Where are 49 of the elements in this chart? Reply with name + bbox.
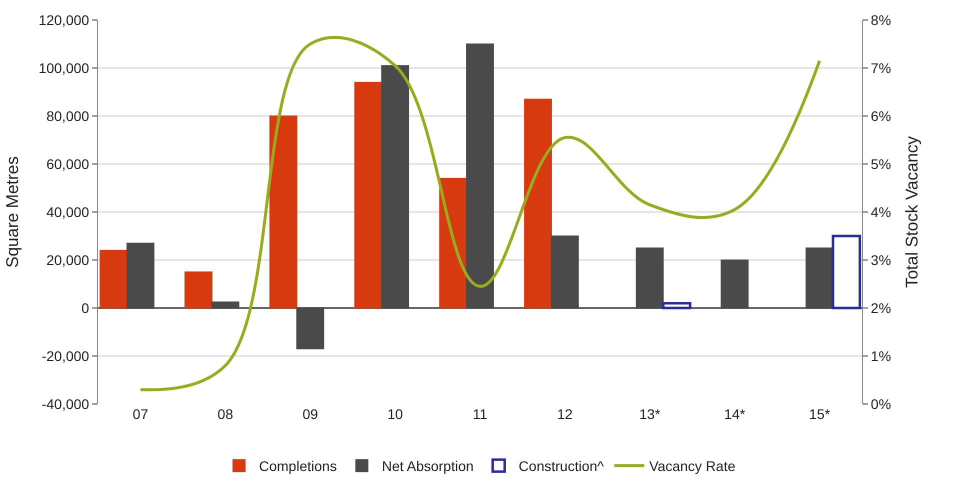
- y-tick-label: 120,000: [38, 12, 90, 28]
- x-tick-label: 08: [218, 406, 234, 422]
- bar: [550, 236, 579, 308]
- x-tick-label: 15*: [809, 406, 831, 422]
- bar: [524, 98, 552, 308]
- legend-label: Net Absorption: [382, 458, 474, 474]
- y2-tick-label: 4%: [870, 204, 892, 220]
- bar: [269, 116, 298, 308]
- y2-tick-label: 8%: [870, 12, 892, 28]
- y2-tick-label: 1%: [870, 348, 892, 364]
- x-tick-label: 10: [387, 406, 404, 422]
- y-tick-label: 40,000: [46, 204, 90, 220]
- y-tick-label: -40,000: [42, 396, 90, 412]
- bar: [466, 44, 494, 308]
- legend-label: Completions: [259, 458, 337, 474]
- y-axis-title: Square Metres: [3, 156, 22, 268]
- bar: [296, 308, 324, 350]
- bar: [126, 242, 154, 308]
- y2-tick-label: 3%: [870, 252, 892, 268]
- y2-tick-label: 0%: [870, 396, 892, 412]
- bar: [381, 65, 410, 308]
- y-tick-label: 20,000: [46, 252, 90, 268]
- bar: [100, 250, 128, 308]
- y2-axis-title: Total Stock Vacancy: [902, 136, 922, 288]
- y-tick-label: 80,000: [46, 108, 90, 124]
- x-tick-label: 14*: [724, 406, 746, 422]
- x-tick-label: 09: [302, 406, 318, 422]
- y2-tick-label: 6%: [870, 108, 892, 124]
- y2-tick-label: 7%: [870, 60, 892, 76]
- bar: [354, 82, 382, 308]
- bar: [662, 302, 692, 310]
- bar: [720, 260, 749, 308]
- y-tick-label: 0: [81, 300, 90, 316]
- bar: [636, 248, 664, 308]
- y-tick-label: 100,000: [38, 60, 90, 76]
- x-tick-label: 11: [472, 406, 488, 422]
- bar: [211, 302, 240, 308]
- bar: [832, 234, 862, 310]
- legend-label: Vacancy Rate: [649, 458, 736, 474]
- y2-tick-label: 5%: [870, 156, 892, 172]
- x-tick-label: 12: [557, 406, 573, 422]
- y2-tick-label: 2%: [870, 300, 892, 316]
- bar: [184, 272, 212, 308]
- legend-label: Construction^: [518, 458, 604, 474]
- x-tick-label: 13*: [639, 406, 661, 422]
- y-tick-label: -20,000: [42, 348, 90, 364]
- y-tick-label: 60,000: [46, 156, 90, 172]
- bar: [806, 248, 834, 308]
- x-tick-label: 07: [132, 406, 148, 422]
